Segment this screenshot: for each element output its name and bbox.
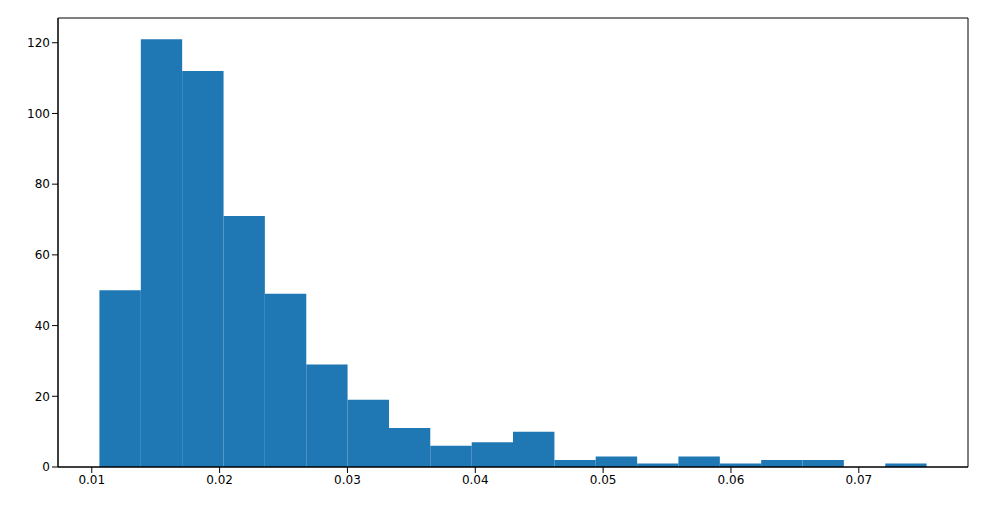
svg-text:40: 40 [35,319,50,333]
svg-text:60: 60 [35,248,50,262]
svg-text:0.07: 0.07 [845,473,872,487]
svg-text:20: 20 [35,390,50,404]
svg-text:0.02: 0.02 [206,473,233,487]
svg-text:0.04: 0.04 [462,473,489,487]
svg-text:100: 100 [27,107,50,121]
svg-text:0.06: 0.06 [718,473,745,487]
svg-text:120: 120 [27,36,50,50]
svg-text:0.01: 0.01 [78,473,105,487]
svg-text:80: 80 [35,177,50,191]
svg-text:0.05: 0.05 [590,473,617,487]
svg-text:0: 0 [42,460,50,474]
svg-text:0.03: 0.03 [334,473,361,487]
